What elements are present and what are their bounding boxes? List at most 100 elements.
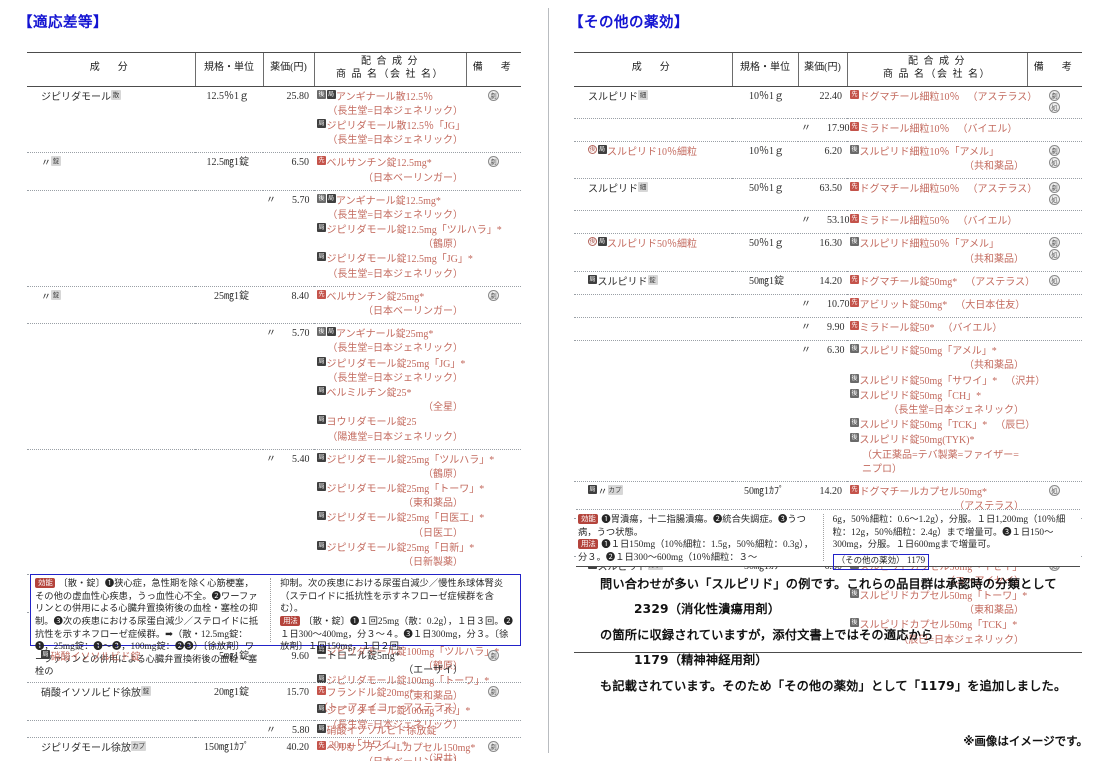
cell-spec-unit: [195, 719, 263, 761]
cell-price: 25.80: [263, 86, 314, 153]
remark-badge-劇-icon: 劇: [1049, 144, 1060, 156]
chip-先-icon: 先: [850, 297, 859, 307]
chip-後-icon: 後: [850, 418, 859, 428]
cell-products: 後スルピリド錠50mg「アメル」* （共和薬品）後スルピリド錠50mg「サワイ」*…: [847, 340, 1045, 482]
th-price: 薬価(円): [262, 52, 314, 87]
product-name: 局ジピリダモール錠12.5mg「ツルハラ」*: [317, 223, 502, 237]
dosage-text: 〔散・錠〕❶１回25mg（散：0.2g），１日３回。❷１日300～400mg，分…: [280, 616, 513, 653]
cell-products: 先ベルサンチン錠12.5mg* （日本ベーリンガー）: [314, 152, 466, 191]
maker-name: （日本ベーリンガー）: [363, 172, 463, 184]
left-table-head: 成 分 規格・単位 薬価(円) 配 合 成 分 商 品 名（会 社 名） 備 考: [27, 52, 521, 87]
cell-spec-unit: 12.5％1ｇ: [206, 90, 250, 102]
ditto-mark: 〃: [801, 215, 811, 227]
ingredient-name: スルピリド: [588, 184, 638, 196]
th-ingredient: 成 分: [574, 52, 732, 87]
cell-remarks: [466, 189, 521, 287]
cell-ingredient: 局スルピリドカプ: [574, 555, 732, 653]
right-efficacy-box: 効能 ❶胃潰瘍，十二指腸潰瘍。❷統合失調症。❸うつ病，うつ状態。 用法 ❶１日150…: [576, 509, 1080, 570]
cell-products: 後スルピリド細粒10％「アメル」 （共和薬品）: [847, 140, 1027, 179]
remark-badge-劇-icon: 劇: [488, 156, 499, 168]
product-name: 局ジピリダモール錠25mg「JG」*: [317, 356, 466, 370]
table-row: 〃 5.70 後局アンギナール錠25mg* （長生堂=日本ジェネリック）局ジピリダモー…: [27, 323, 521, 450]
product-name: 先ドグマチール細粒10％ （アステラス）: [850, 89, 1038, 103]
chip-局-icon: 局: [41, 650, 50, 659]
maker-name: （アステラス）: [954, 501, 1024, 513]
product-name-cont: 20mg「サワイ」*: [329, 739, 407, 751]
dosage-tag: 用法: [578, 539, 599, 550]
chip-局-icon: 局: [317, 385, 326, 395]
other-efficacy-code: 1179: [906, 555, 926, 566]
maker-name: （アステラス）: [965, 276, 1036, 288]
price-value: 8.40: [291, 290, 310, 302]
th-product-line2: 商 品 名（会 社 名）: [336, 68, 444, 80]
left-extra-body: 局硝酸イソソルビド錠 5㎎1錠 9.60 ニトロール錠5mg* （エーザイ）劇硝酸イソソ…: [27, 647, 521, 761]
explanation-line-4: 1179（精神神経用剤）: [634, 653, 768, 668]
maker-name-wrapped: （大正薬品=テバ製薬=ファイザー=ニプロ）: [862, 449, 1019, 475]
price-value: 5.80: [292, 724, 310, 736]
ring-chip-後-icon: 後: [588, 144, 597, 154]
cell-price: 22.40: [798, 86, 847, 118]
form-chip-散-icon: 散: [111, 89, 121, 100]
price-value: 10.70: [827, 298, 850, 310]
table-header-row: 成 分 規格・単位 薬価(円) 配 合 成 分 商 品 名（会 社 名） 備 考: [27, 52, 521, 87]
chip-後-icon: 後: [850, 237, 859, 247]
table-row: 局スルピリドカプ50㎎1ｶﾌﾟ6.30後スルピリドカプセル50mg「イセイ」*（…: [574, 555, 1082, 653]
remark-badge-処-icon: 処: [1049, 101, 1060, 113]
th-ingredient: 成 分: [27, 52, 195, 87]
chip-後-icon: 後: [317, 327, 326, 337]
maker-name: （長生堂=日本ジェネリック）: [327, 135, 463, 147]
chip-後-icon: 後: [850, 589, 859, 599]
form-chip-錠-icon: 錠: [141, 686, 151, 697]
price-value: 15.70: [286, 687, 310, 699]
cell-products: 後スルピリド細粒50％「アメル」 （共和薬品）: [847, 233, 1027, 272]
table-row: 〃 5.70 後局アンギナール錠12.5mg* （長生堂=日本ジェネリック） 局ジピリダ…: [27, 189, 521, 287]
chip-先-icon: 先: [850, 484, 859, 494]
remark-badge-劇-icon: 劇: [488, 686, 499, 698]
cell-ingredient: 局硝酸イソソルビド錠: [27, 647, 195, 683]
th-product-line2: 商 品 名（会 社 名）: [883, 68, 991, 80]
product-name: 先フランドル錠20mg*: [317, 686, 415, 700]
maker-name: （東和薬品）: [403, 498, 463, 510]
chip-先-icon: 先: [850, 182, 859, 192]
chip-局-icon: 局: [326, 89, 336, 99]
cell-ingredient: [27, 719, 195, 761]
cell-spec-unit: 10％1ｇ: [749, 90, 784, 102]
right-table-head: 成 分 規格・単位 薬価(円) 配 合 成 分 商 品 名（会 社 名） 備 考: [574, 52, 1082, 87]
chip-局-icon: 局: [597, 144, 607, 154]
chip-先-icon: 先: [317, 686, 326, 696]
cell-price: 15.70: [263, 682, 314, 721]
product-name: 局ジピリダモール散12.5％「JG」: [317, 118, 466, 132]
dosage-text: ❶１日150mg（10％細粒：1.5g，50％細粒：0.3g），分３。❷１日30…: [578, 540, 814, 563]
cell-remarks: [466, 448, 521, 575]
maker-name: （長生堂=日本ジェネリック）: [327, 209, 463, 221]
th-product-line1: 配 合 成 分: [361, 56, 419, 67]
cell-spec-unit: 50％1ｇ: [732, 233, 798, 272]
maker-name: （共和薬品）: [964, 160, 1024, 172]
explanation-line-1: 問い合わせが多い「スルピリド」の例です。これらの品目群は承認時の分類として: [600, 577, 1057, 591]
chip-後-icon: 後: [317, 89, 326, 99]
cell-remarks: 劇処: [1027, 140, 1082, 179]
table-row: 〃 6.30 後スルピリド錠50mg「アメル」* （共和薬品）後スルピリド錠50mg「…: [574, 340, 1082, 482]
remark-badge-処-icon: 処: [1049, 156, 1060, 168]
cell-remarks: 劇: [466, 152, 521, 191]
left-efficacy-box: 効能 〔散・錠〕❶狭心症，急性期を除く心筋梗塞，その他の虚血性心疾患，うっ血性心不…: [30, 574, 521, 677]
cell-products: 先ミラドール細粒10％ （バイエル）: [847, 117, 1027, 142]
left-panel: 【適応差等】 成 分 規格・単位 薬価(円) 配 合 成 分 商 品 名（会 社…: [0, 0, 548, 761]
table-row: スルピリド細 50％1ｇ 63.50 先ドグマチール細粒50％ （アステラス）劇処: [574, 178, 1082, 211]
chip-局-icon: 局: [317, 118, 326, 128]
cell-products: 局ジピリダモール錠25mg「ツルハラ」* （鶴原） 局ジピリダモール錠25mg「トー…: [314, 448, 494, 575]
product-name: 先ドグマチール錠50mg* （アステラス）: [850, 274, 1036, 288]
dosage-continued-column: 6g，50％細粒：0.6～1.2g），分服。１日1,200mg（10％細粒：12…: [832, 514, 1078, 570]
cell-price: 〃 53.10: [798, 210, 850, 234]
cell-spec-unit: [195, 448, 263, 575]
ditto-mark: 〃: [801, 345, 811, 357]
table-row: スルピリド細 10％1ｇ 22.40 先ドグマチール細粒10％ （アステラス）劇処: [574, 86, 1082, 118]
maker-name: （長生堂=日本ジェネリック）: [327, 343, 463, 355]
cell-ingredient: 局スルピリド錠: [574, 270, 732, 295]
maker-name: （鶴原）: [423, 239, 463, 251]
cell-remarks: [1027, 317, 1082, 341]
chip-局-icon: 局: [317, 674, 326, 684]
product-name: 局ジピリダモール錠25mg「日医工」*: [317, 511, 485, 525]
th-product-line1: 配 合 成 分: [908, 56, 966, 67]
cell-price: 〃 5.80: [263, 719, 314, 761]
